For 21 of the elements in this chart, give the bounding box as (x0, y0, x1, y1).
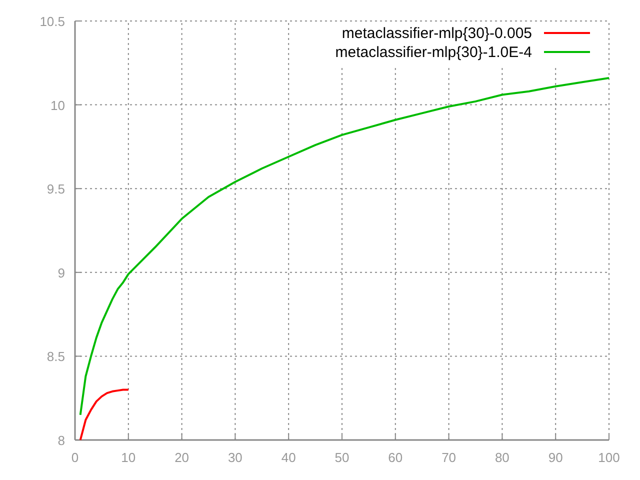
x-tick-label: 80 (494, 450, 510, 465)
legend-label: metaclassifier-mlp{30}-0.005 (342, 25, 532, 42)
x-tick-label: 50 (334, 450, 350, 465)
y-tick-label: 8.5 (46, 349, 65, 364)
x-tick-label: 40 (281, 450, 296, 465)
x-tick-label: 60 (388, 450, 403, 465)
x-tick-label: 0 (71, 450, 79, 465)
x-tick-label: 90 (548, 450, 563, 465)
y-tick-label: 8 (58, 433, 65, 448)
y-tick-label: 9.5 (46, 182, 65, 197)
y-tick-label: 10 (50, 98, 65, 113)
line-series (79, 76, 610, 416)
x-tick-label: 100 (598, 450, 620, 465)
x-tick-label: 20 (174, 450, 190, 465)
y-tick-label: 10.5 (40, 14, 65, 29)
line-series (79, 388, 130, 441)
y-tick-label: 9 (58, 265, 65, 280)
x-tick-label: 10 (121, 450, 136, 465)
x-tick-label: 30 (228, 450, 242, 465)
x-tick-label: 70 (442, 450, 456, 465)
legend-label: metaclassifier-mlp{30}-1.0E-4 (335, 44, 532, 61)
